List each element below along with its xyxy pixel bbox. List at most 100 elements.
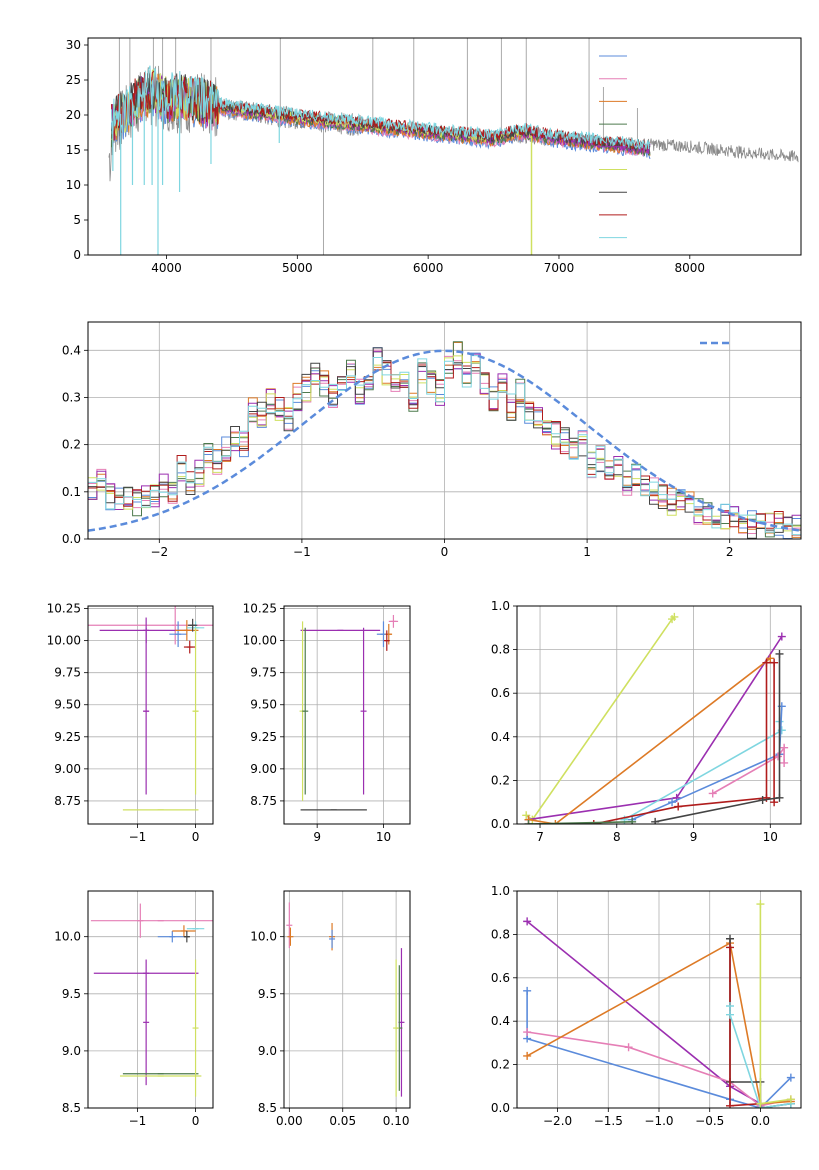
plus-marker bbox=[770, 658, 779, 667]
plus-marker bbox=[708, 789, 717, 798]
y-tick-label: 10.0 bbox=[54, 930, 81, 944]
error-bar-point bbox=[329, 929, 336, 949]
y-tick-label: 0.4 bbox=[491, 730, 510, 744]
x-tick-label: −2 bbox=[150, 545, 168, 559]
error-bar-point bbox=[360, 627, 367, 795]
y-tick-label: 10.25 bbox=[47, 602, 81, 616]
weight-vs-age-plot-area bbox=[522, 612, 789, 824]
plus-marker bbox=[775, 793, 784, 802]
error-bar-point bbox=[383, 630, 390, 651]
weight-line-6 bbox=[593, 661, 775, 824]
error-bar-point bbox=[88, 606, 213, 645]
weight-vs-age-axes: 7 8 9 10 0.0 0.2 0.4 0.6 0.8 1.0 bbox=[491, 599, 802, 844]
y-tick-label: 9.50 bbox=[54, 698, 81, 712]
x-tick-label: −2.0 bbox=[543, 1114, 572, 1128]
y-tick-label: 0.0 bbox=[491, 1101, 510, 1115]
error-bar-point bbox=[169, 621, 187, 648]
plus-marker bbox=[523, 986, 532, 995]
plus-marker bbox=[523, 1051, 532, 1060]
error-bar-point bbox=[183, 930, 190, 943]
plus-marker bbox=[628, 817, 637, 824]
y-tick-label: 9.00 bbox=[250, 762, 277, 776]
y-tick-label: 0.2 bbox=[491, 773, 510, 787]
plus-marker bbox=[762, 658, 771, 667]
y-tick-label: 0.2 bbox=[62, 438, 81, 452]
y-tick-label: 10.25 bbox=[243, 602, 277, 616]
spectrum-axes: 4000 5000 6000 7000 8000 0 5 10 15 20 25 30 bbox=[66, 37, 802, 275]
y-tick-label: 0.0 bbox=[491, 817, 510, 831]
plus-marker bbox=[780, 743, 789, 752]
x-tick-label: 4000 bbox=[151, 261, 182, 275]
plus-marker bbox=[523, 1028, 532, 1037]
y-tick-label: 9.5 bbox=[258, 987, 277, 1001]
error-bar-point bbox=[388, 614, 399, 628]
error-bar-point bbox=[188, 618, 198, 632]
x-tick-label: 8 bbox=[613, 830, 621, 844]
spectrum-plot-area bbox=[108, 38, 799, 255]
plus-marker bbox=[589, 820, 598, 824]
plus-marker bbox=[756, 1099, 765, 1108]
plus-marker bbox=[773, 752, 782, 761]
y-tick-label: 10.0 bbox=[250, 930, 277, 944]
x-tick-label: 0 bbox=[441, 545, 449, 559]
error-bar-point bbox=[393, 959, 400, 1097]
plus-marker bbox=[670, 612, 679, 621]
plus-marker bbox=[726, 1010, 734, 1019]
error-bar-point bbox=[192, 959, 199, 1097]
axes-frame bbox=[87, 890, 214, 1109]
plus-marker bbox=[523, 917, 532, 926]
plus-marker bbox=[766, 654, 775, 663]
x-tick-label: 6000 bbox=[413, 261, 444, 275]
y-tick-label: 9.0 bbox=[258, 1044, 277, 1058]
residuals-plot-area bbox=[88, 341, 801, 539]
plus-marker bbox=[524, 820, 533, 824]
mass-vs-EBV-plot-area bbox=[286, 902, 405, 1097]
weight-line-2 bbox=[528, 657, 771, 824]
weight-line-0 bbox=[525, 616, 675, 821]
y-tick-label: 0.0 bbox=[62, 532, 81, 546]
y-tick-label: 5 bbox=[73, 213, 81, 227]
y-tick-label: 0.4 bbox=[62, 343, 81, 357]
y-tick-label: 30 bbox=[66, 38, 81, 52]
spectrum-model-8 bbox=[111, 65, 651, 150]
error-bar-point bbox=[286, 902, 293, 949]
plus-marker bbox=[786, 1095, 795, 1104]
x-tick-label: −1 bbox=[293, 545, 311, 559]
plus-marker bbox=[780, 758, 789, 767]
mass-vs-Z-plot-area bbox=[90, 903, 213, 1097]
plus-marker bbox=[775, 649, 784, 658]
x-tick-label: 9 bbox=[313, 830, 321, 844]
error-bar-point bbox=[143, 627, 150, 795]
age-vs-mass-plot-area bbox=[299, 614, 399, 811]
plus-marker bbox=[624, 1043, 633, 1052]
weight-line-0 bbox=[526, 920, 761, 1105]
plus-marker bbox=[551, 820, 560, 824]
y-tick-label: 9.5 bbox=[62, 987, 81, 1001]
weight-vs-Z-axes: −2.0 −1.5 −1.0 −0.5 0.0 0.0 0.2 0.4 0.6 0.8 1.0 bbox=[491, 884, 802, 1128]
axes-frame bbox=[87, 605, 214, 825]
y-tick-label: 10.00 bbox=[243, 634, 277, 648]
x-tick-label: 0.10 bbox=[383, 1114, 410, 1128]
x-tick-label: 10 bbox=[376, 830, 391, 844]
axes-frame bbox=[283, 890, 411, 1109]
x-tick-label: −1.5 bbox=[594, 1114, 623, 1128]
age-vs-Z-axes: −1 0 8.75 9.00 9.25 9.50 9.75 10.00 10.25 bbox=[47, 602, 214, 844]
x-tick-label: 8000 bbox=[675, 261, 706, 275]
mass-vs-Z-axes: −1 0 8.5 9.0 9.5 10.0 bbox=[54, 890, 214, 1128]
weight-vs-Z-plot-area bbox=[523, 900, 795, 1108]
error-bar-point bbox=[157, 930, 187, 943]
mass-vs-EBV-axes: 0.00 0.05 0.10 8.5 9.0 9.5 10.0 bbox=[250, 890, 411, 1128]
error-bar-point bbox=[172, 925, 196, 937]
y-tick-label: 20 bbox=[66, 108, 81, 122]
axes-frame bbox=[516, 605, 802, 825]
plus-marker bbox=[726, 943, 734, 952]
residuals-axes: −2 −1 0 1 2 0.0 0.1 0.2 0.3 0.4 bbox=[62, 321, 802, 559]
y-tick-label: 0 bbox=[73, 248, 81, 262]
plus-marker bbox=[726, 934, 734, 943]
error-bar-point bbox=[192, 627, 199, 795]
spectrum-model-2 bbox=[111, 73, 651, 156]
weight-line-6 bbox=[729, 1006, 792, 1108]
y-tick-label: 0.3 bbox=[62, 390, 81, 404]
